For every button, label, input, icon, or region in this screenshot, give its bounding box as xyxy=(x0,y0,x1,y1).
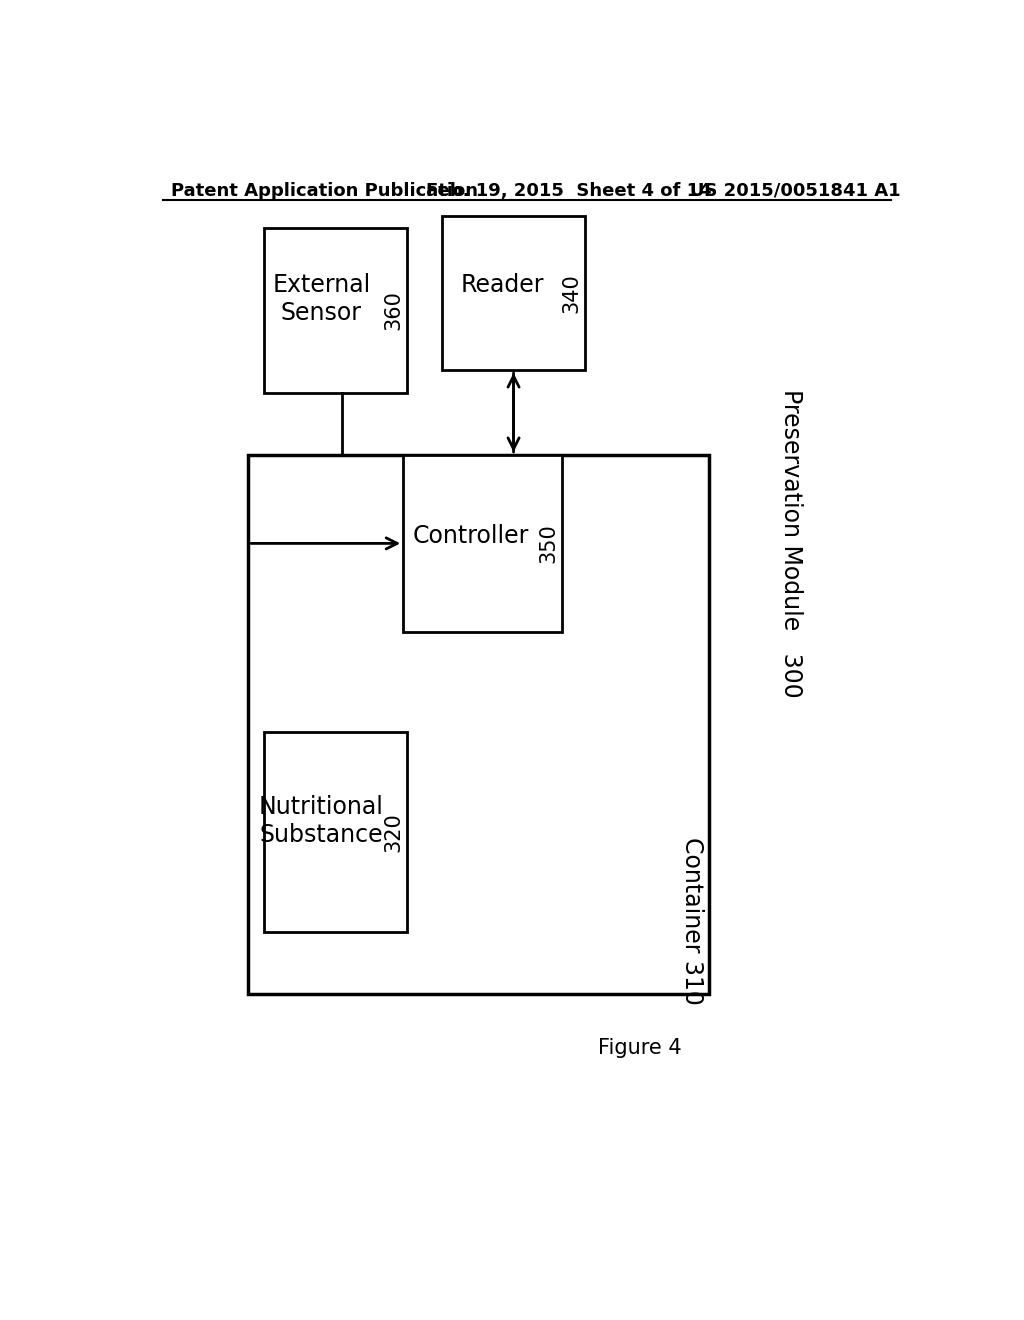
Text: 360: 360 xyxy=(383,290,403,330)
Text: Nutritional
Substance: Nutritional Substance xyxy=(259,795,384,846)
Text: Controller: Controller xyxy=(413,524,529,548)
Bar xyxy=(403,455,562,632)
Text: Patent Application Publication: Patent Application Publication xyxy=(171,182,477,199)
Text: Reader: Reader xyxy=(460,273,544,297)
Bar xyxy=(263,228,407,393)
Text: Preservation Module   300: Preservation Module 300 xyxy=(778,389,803,698)
Text: US 2015/0051841 A1: US 2015/0051841 A1 xyxy=(690,182,900,199)
Bar xyxy=(442,216,586,370)
Text: 320: 320 xyxy=(383,812,403,851)
Text: Feb. 19, 2015  Sheet 4 of 14: Feb. 19, 2015 Sheet 4 of 14 xyxy=(426,182,712,199)
Text: 340: 340 xyxy=(561,273,582,313)
Bar xyxy=(263,733,407,932)
Text: 350: 350 xyxy=(538,524,558,564)
Text: Figure 4: Figure 4 xyxy=(598,1038,681,1057)
Text: Container 310: Container 310 xyxy=(680,837,705,1005)
Bar xyxy=(248,455,710,994)
Text: External
Sensor: External Sensor xyxy=(272,273,371,325)
